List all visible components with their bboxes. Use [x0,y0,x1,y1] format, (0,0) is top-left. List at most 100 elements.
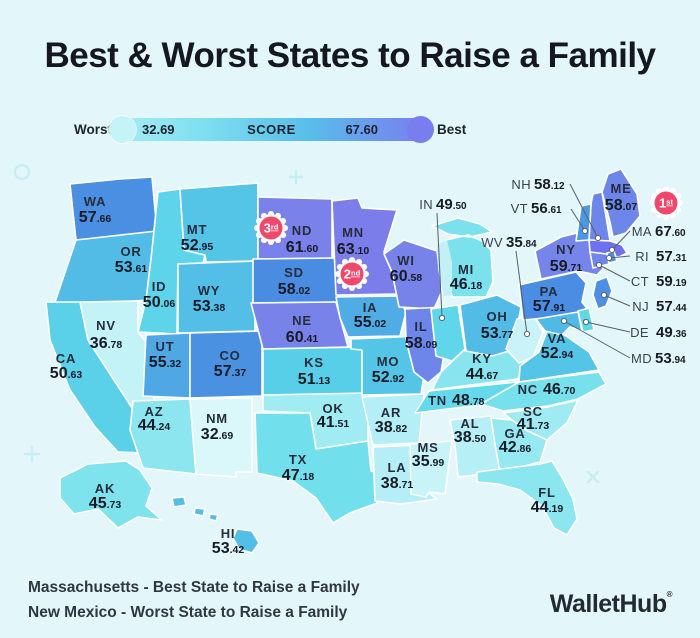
state-abbr-PA: PA [540,284,559,299]
score-legend: Worst 32.69 SCORE 67.60 Best [0,115,700,143]
decoration-circle [13,163,31,181]
state-score-NE: 60.41 [286,329,319,346]
state-labels-layer: WA57.66OR53.61CA50.63NV36.78ID50.06MT52.… [50,181,638,557]
callout-line-MD [563,320,631,359]
rank-badge-3rd-ND: 3rd [254,211,288,245]
state-abbr-MO: MO [377,354,400,369]
callout-score-WV: 35.84 [506,234,537,251]
state-CT [589,251,610,269]
state-abbr-CO: CO [219,348,240,363]
legend-worst-label: Worst [74,121,113,137]
wallethub-logo[interactable]: WalletHub® [550,590,673,619]
state-CO [189,330,263,399]
state-score-VA: 52.94 [541,345,574,362]
callout-dot-NH [594,234,602,242]
footer-worst-line: New Mexico - Worst State to Raise a Fami… [28,600,360,625]
state-score-TX: 47.18 [282,467,315,484]
state-IN [430,304,466,362]
state-MD [535,311,583,336]
state-abbr-MN: MN [342,225,364,240]
state-abbr-AL: AL [461,416,480,431]
state-score-SD: 58.02 [278,281,311,298]
state-score-ME: 58.07 [605,197,638,214]
callout-line-NJ [603,294,631,307]
state-score-WI: 60.58 [390,268,423,285]
callout-line-IN [436,212,443,319]
state-score-MT: 52.95 [181,237,214,254]
state-score-NY: 59.71 [550,258,583,275]
state-score-AZ: 44.24 [138,417,171,434]
callout-dot-VT [581,227,589,235]
state-score-TN: 48.78 [452,392,485,409]
state-score-MS: 35.99 [412,453,445,470]
callout-line-RI [608,255,631,259]
state-abbr-VA: VA [548,331,567,346]
us-choropleth-map: WA57.66OR53.61CA50.63NV36.78ID50.06MT52.… [13,163,687,557]
lake-shape [437,240,452,296]
state-abbr-ME: ME [610,181,631,196]
states-layer [45,168,641,554]
state-score-MO: 52.92 [372,369,405,386]
state-score-OK: 41.51 [317,414,350,431]
state-abbr-NY: NY [556,242,576,257]
footer-notes: Massachusetts - Best State to Raise a Fa… [28,575,360,625]
callout-dot-IN [438,314,446,322]
callout-score-IN: 49.50 [436,196,467,213]
state-abbr-OH: OH [486,309,507,324]
callout-score-MD: 53.94 [655,350,686,367]
callout-score-VT: 56.61 [531,200,562,217]
callout-score-CT: 59.19 [656,273,687,290]
state-score-HI: 53.42 [212,540,245,557]
state-score-UT: 55.32 [149,354,182,371]
state-abbr-WA: WA [84,194,107,209]
state-score-OH: 53.77 [481,325,514,342]
state-HI [171,496,260,554]
state-score-LA: 38.71 [381,475,414,492]
callout-abbr-CT: CT [631,274,649,289]
legend-min-cap [109,115,136,143]
state-score-MI: 46.18 [450,276,483,293]
page-title: Best & Worst States to Raise a Family [44,36,656,75]
callout-dot-RI [605,254,613,262]
state-abbr-NC: NC [518,382,538,397]
state-abbr-MT: MT [187,222,207,237]
callout-dot-MD [560,317,568,325]
callouts-layer: NH 58.12 VT 56.61 IN 49.50 WV 35.84 MA 67.60 RI 57.… [419,176,687,367]
state-abbr-LA: LA [388,460,407,475]
rank-badge-text: 3rd [264,221,279,236]
callout-score-RI: 57.31 [656,248,687,265]
state-score-NC: 46.70 [543,381,576,398]
registered-mark-icon: ® [666,590,673,599]
footer-worst-text: - Worst State to Raise a Family [121,604,348,621]
state-abbr-AR: AR [381,405,401,420]
rank-badge-text: 2nd [344,267,361,282]
state-abbr-HI: HI [221,526,236,541]
state-abbr-AZ: AZ [145,404,164,419]
state-TX [254,412,381,524]
callout-dot-DE [582,318,590,326]
state-score-WA: 57.66 [79,209,112,226]
decoration-plus [23,445,41,463]
rank-badge-1st-MA: 1st [649,186,683,220]
state-abbr-OR: OR [120,244,141,259]
state-score-WY: 53.38 [193,298,226,315]
state-abbr-SC: SC [523,404,543,419]
state-FL [476,460,578,536]
legend-max-value: 67.60 [345,121,378,137]
callout-abbr-DE: DE [630,325,649,340]
footer-best-state: Massachusetts [28,579,140,596]
state-score-CA: 50.63 [50,365,83,382]
state-abbr-FL: FL [538,485,555,500]
callout-abbr-MD: MD [631,351,652,366]
state-abbr-WY: WY [198,283,221,298]
state-score-CO: 57.37 [214,363,247,380]
callout-abbr-VT: VT [511,201,528,216]
state-score-SC: 41.73 [517,416,550,433]
callout-abbr-NH: NH [511,177,531,192]
legend-max-cap [407,115,434,143]
state-AK [59,460,163,529]
state-abbr-NE: NE [292,313,312,328]
state-score-AL: 38.50 [454,429,487,446]
state-abbr-OK: OK [322,401,343,416]
callout-line-CT [598,264,631,282]
